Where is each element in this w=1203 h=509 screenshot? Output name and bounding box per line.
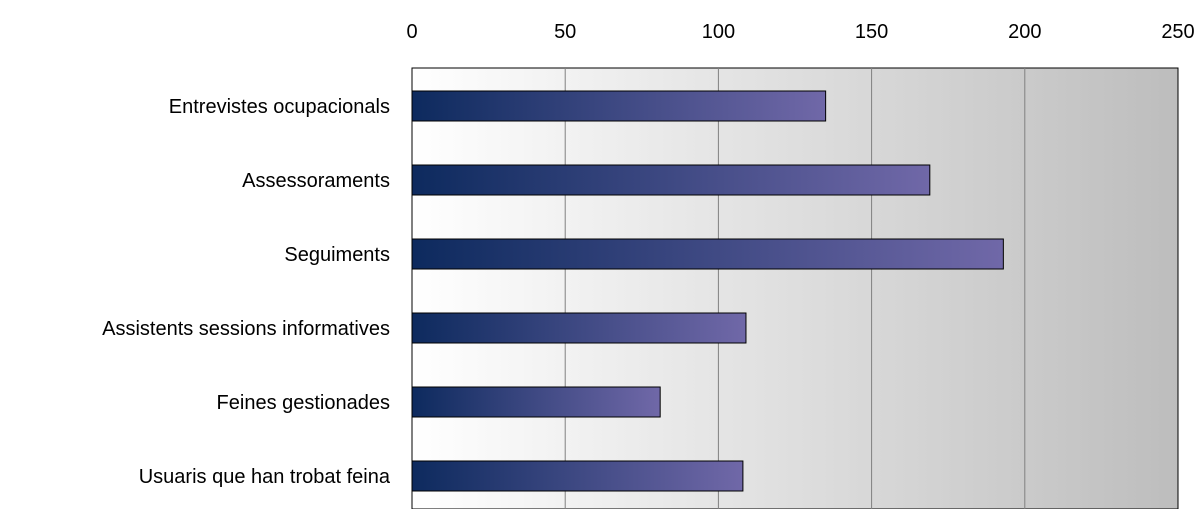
category-label: Feines gestionades [217, 392, 390, 414]
category-label: Usuaris que han trobat feina [139, 466, 391, 488]
category-labels: Entrevistes ocupacionals Assessoraments Se… [102, 96, 391, 488]
gridlines [564, 68, 1026, 509]
x-axis-ticks: 0 50 100 150 200 250 [406, 21, 1194, 43]
bar [411, 90, 827, 122]
x-tick-label: 50 [554, 21, 576, 43]
x-tick-label: 150 [855, 21, 888, 43]
x-tick-label: 200 [1008, 21, 1041, 43]
x-tick-label: 0 [406, 21, 417, 43]
bar [411, 164, 931, 196]
bar [411, 386, 661, 418]
bar [411, 238, 1004, 270]
plot-area [411, 67, 1179, 509]
category-label: Seguiments [284, 244, 390, 266]
x-tick-label: 100 [702, 21, 735, 43]
category-label: Assessoraments [242, 170, 390, 192]
x-tick-label: 250 [1161, 21, 1194, 43]
bars [411, 90, 1004, 492]
category-label: Entrevistes ocupacionals [169, 96, 390, 118]
category-label: Assistents sessions informatives [102, 318, 390, 340]
bar [411, 312, 747, 344]
bar [411, 460, 744, 492]
